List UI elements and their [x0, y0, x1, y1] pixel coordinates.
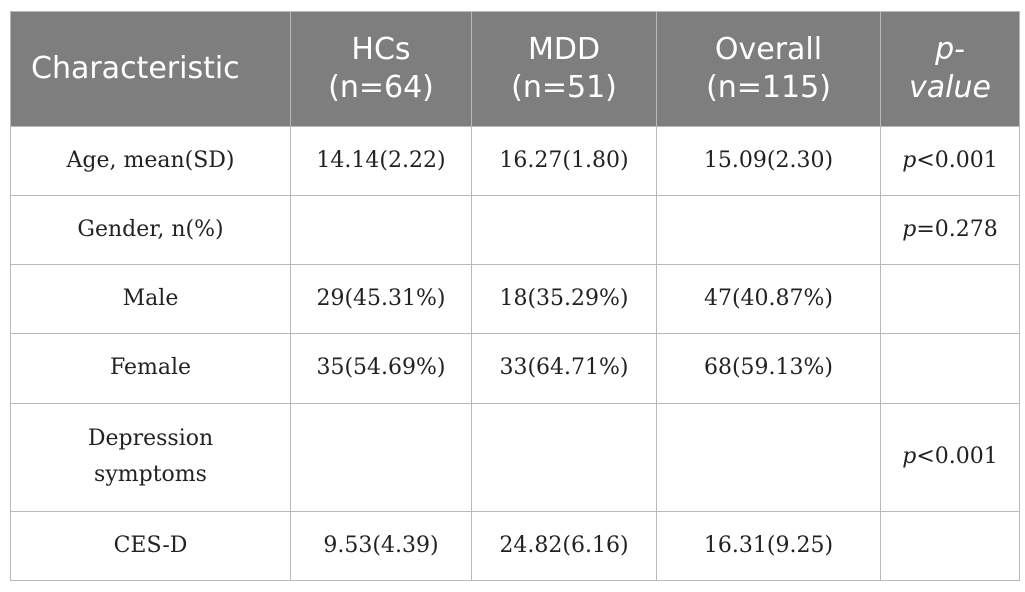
cell-pvalue	[880, 264, 1020, 335]
cell-mdd	[471, 402, 657, 512]
p-symbol: p	[902, 217, 917, 243]
cell-overall: 68(59.13%)	[656, 333, 881, 404]
header-hcs: HCs (n=64)	[290, 11, 472, 127]
cell-mdd	[471, 195, 657, 266]
cell-overall: 15.09(2.30)	[656, 125, 881, 197]
cell-pvalue: p<0.001	[880, 125, 1020, 197]
header-mdd-line1: MDD	[527, 32, 601, 67]
p-value-text: =0.278	[916, 217, 998, 243]
row-label-line1: Depression	[87, 426, 214, 452]
cell-overall	[656, 402, 881, 512]
row-label: Age, mean(SD)	[10, 125, 291, 197]
header-pvalue-line2: value	[909, 70, 991, 105]
cell-pvalue: p=0.278	[880, 195, 1020, 266]
cell-hcs: 9.53(4.39)	[290, 510, 472, 582]
cell-mdd: 24.82(6.16)	[471, 510, 657, 582]
cell-overall	[656, 195, 881, 266]
cell-hcs	[290, 195, 472, 266]
cell-hcs	[290, 402, 472, 512]
cell-overall: 47(40.87%)	[656, 264, 881, 335]
p-value-text: <0.001	[916, 148, 998, 174]
row-depression: Depression symptoms p<0.001	[10, 402, 1020, 512]
row-female: Female 35(54.69%) 33(64.71%) 68(59.13%)	[10, 333, 1020, 404]
demographics-table: Characteristic HCs (n=64) MDD (n=51) Ove…	[10, 11, 1020, 582]
cell-mdd: 33(64.71%)	[471, 333, 657, 404]
cell-pvalue: p<0.001	[880, 402, 1020, 512]
header-overall-line1: Overall	[714, 32, 823, 67]
row-label: Female	[10, 333, 291, 404]
cell-hcs: 35(54.69%)	[290, 333, 472, 404]
cell-pvalue	[880, 333, 1020, 404]
header-overall: Overall (n=115)	[656, 11, 881, 127]
cell-hcs: 14.14(2.22)	[290, 125, 472, 197]
header-mdd: MDD (n=51)	[471, 11, 657, 127]
p-value-text: <0.001	[916, 444, 998, 470]
header-characteristic: Characteristic	[10, 11, 291, 127]
cell-hcs: 29(45.31%)	[290, 264, 472, 335]
p-symbol: p	[902, 444, 917, 470]
row-label: CES-D	[10, 510, 291, 582]
row-male: Male 29(45.31%) 18(35.29%) 47(40.87%)	[10, 264, 1020, 335]
row-label-line2: symptoms	[94, 462, 207, 488]
header-hcs-line2: (n=64)	[328, 70, 434, 105]
row-gender: Gender, n(%) p=0.278	[10, 195, 1020, 266]
header-characteristic-text: Characteristic	[31, 51, 240, 86]
header-pvalue: p- value	[880, 11, 1020, 127]
row-label: Male	[10, 264, 291, 335]
cell-mdd: 16.27(1.80)	[471, 125, 657, 197]
row-label: Gender, n(%)	[10, 195, 291, 266]
cell-pvalue	[880, 510, 1020, 582]
header-row: Characteristic HCs (n=64) MDD (n=51) Ove…	[10, 11, 1020, 127]
p-symbol: p	[902, 148, 917, 174]
row-age: Age, mean(SD) 14.14(2.22) 16.27(1.80) 15…	[10, 125, 1020, 197]
row-label: Depression symptoms	[10, 402, 291, 512]
cell-overall: 16.31(9.25)	[656, 510, 881, 582]
cell-mdd: 18(35.29%)	[471, 264, 657, 335]
header-pvalue-line1: p-	[935, 32, 965, 67]
row-cesd: CES-D 9.53(4.39) 24.82(6.16) 16.31(9.25)	[10, 510, 1020, 582]
header-hcs-line1: HCs	[351, 32, 411, 67]
header-overall-line2: (n=115)	[706, 70, 831, 105]
header-mdd-line2: (n=51)	[511, 70, 617, 105]
